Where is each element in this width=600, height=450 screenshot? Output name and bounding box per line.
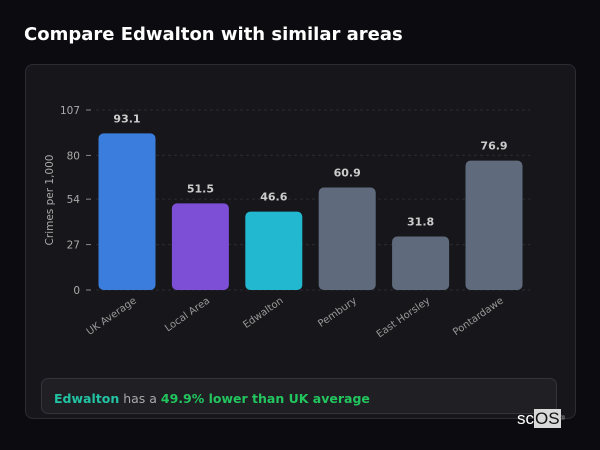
summary-text: has a (119, 391, 161, 406)
data-label: 31.8 (407, 216, 434, 229)
summary-box: Edwalton has a 49.9% lower than UK avera… (41, 378, 557, 414)
bar-uk-average (98, 133, 156, 290)
page-title: Compare Edwalton with similar areas (24, 24, 403, 45)
x-tick-label: East Horsley (375, 295, 433, 340)
summary-comparison: 49.9% lower than UK average (160, 391, 370, 406)
y-tick-label: 0 (73, 285, 80, 297)
data-label: 93.1 (113, 112, 140, 125)
data-label: 46.6 (260, 191, 287, 204)
bar-edwalton (245, 211, 303, 290)
y-tick-label: 107 (60, 105, 80, 117)
y-tick-label: 27 (67, 240, 80, 252)
x-tick-label: Edwalton (241, 295, 285, 330)
bar-local-area (171, 203, 229, 290)
bar-pontardawe (465, 160, 523, 290)
data-label: 51.5 (187, 182, 214, 195)
x-tick-label: UK Average (85, 295, 139, 337)
x-tick-label: Local Area (163, 295, 212, 334)
x-tick-label: Pontardawe (451, 295, 506, 338)
data-label: 60.9 (334, 167, 361, 180)
y-axis-label: Crimes per 1,000 (44, 155, 56, 246)
bar-pembury (318, 187, 376, 290)
logo: scOS® (517, 409, 565, 428)
y-tick-label: 80 (67, 150, 80, 162)
y-tick-label: 54 (67, 194, 81, 206)
summary-area: Edwalton (54, 391, 120, 406)
data-label: 76.9 (480, 140, 507, 153)
x-tick-label: Pembury (316, 295, 359, 329)
bar-east-horsley (392, 236, 450, 290)
